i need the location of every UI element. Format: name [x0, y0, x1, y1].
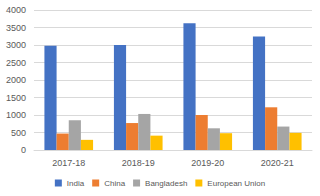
svg-text:China: China [104, 179, 125, 188]
svg-text:1500: 1500 [6, 93, 26, 103]
svg-text:3000: 3000 [6, 40, 26, 50]
svg-text:India: India [67, 179, 85, 188]
svg-text:0: 0 [21, 145, 26, 155]
svg-text:European Union: European Union [207, 179, 265, 188]
svg-text:3500: 3500 [6, 23, 26, 33]
svg-text:2000: 2000 [6, 75, 26, 85]
svg-text:2017-18: 2017-18 [52, 158, 85, 168]
svg-text:2020-21: 2020-21 [261, 158, 294, 168]
svg-text:2018-19: 2018-19 [122, 158, 155, 168]
svg-text:2019-20: 2019-20 [191, 158, 224, 168]
svg-text:2500: 2500 [6, 58, 26, 68]
svg-text:1000: 1000 [6, 110, 26, 120]
svg-text:4000: 4000 [6, 5, 26, 15]
svg-text:500: 500 [11, 128, 26, 138]
svg-text:Bangladesh: Bangladesh [145, 179, 187, 188]
